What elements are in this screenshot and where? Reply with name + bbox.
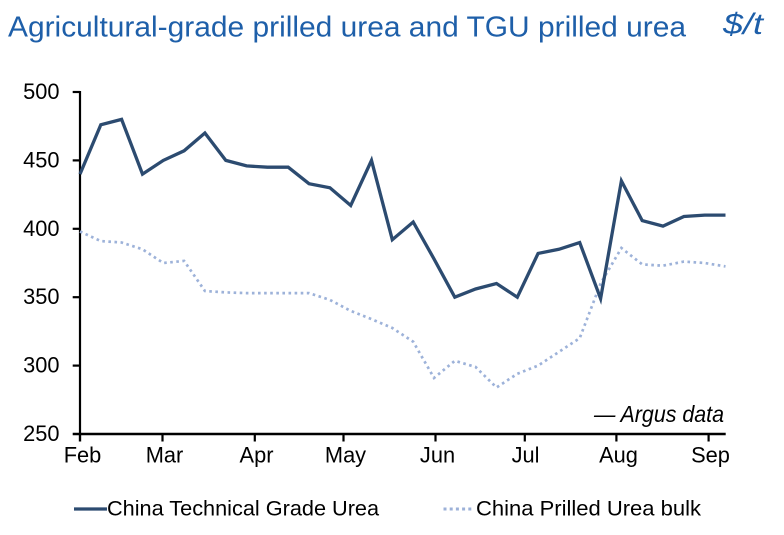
svg-text:400: 400 bbox=[23, 216, 59, 241]
svg-text:500: 500 bbox=[23, 79, 59, 104]
svg-text:— Argus data: — Argus data bbox=[593, 401, 724, 427]
svg-text:450: 450 bbox=[23, 147, 59, 172]
svg-text:Mar: Mar bbox=[146, 443, 184, 468]
svg-text:Apr: Apr bbox=[240, 443, 274, 468]
svg-text:Jun: Jun bbox=[420, 443, 455, 468]
svg-text:Jul: Jul bbox=[512, 443, 540, 468]
svg-text:Sep: Sep bbox=[691, 443, 730, 468]
svg-text:250: 250 bbox=[23, 421, 59, 446]
svg-text:350: 350 bbox=[23, 284, 59, 309]
svg-text:300: 300 bbox=[23, 353, 59, 378]
svg-text:$/t: $/t bbox=[722, 8, 765, 41]
svg-text:China Prilled Urea bulk: China Prilled Urea bulk bbox=[476, 496, 701, 521]
svg-text:May: May bbox=[325, 443, 366, 468]
svg-text:Aug: Aug bbox=[599, 443, 638, 468]
svg-text:Feb: Feb bbox=[64, 443, 102, 468]
svg-text:Agricultural-grade prilled ure: Agricultural-grade prilled urea and TGU … bbox=[8, 12, 687, 44]
svg-text:China Technical Grade Urea: China Technical Grade Urea bbox=[107, 496, 380, 521]
